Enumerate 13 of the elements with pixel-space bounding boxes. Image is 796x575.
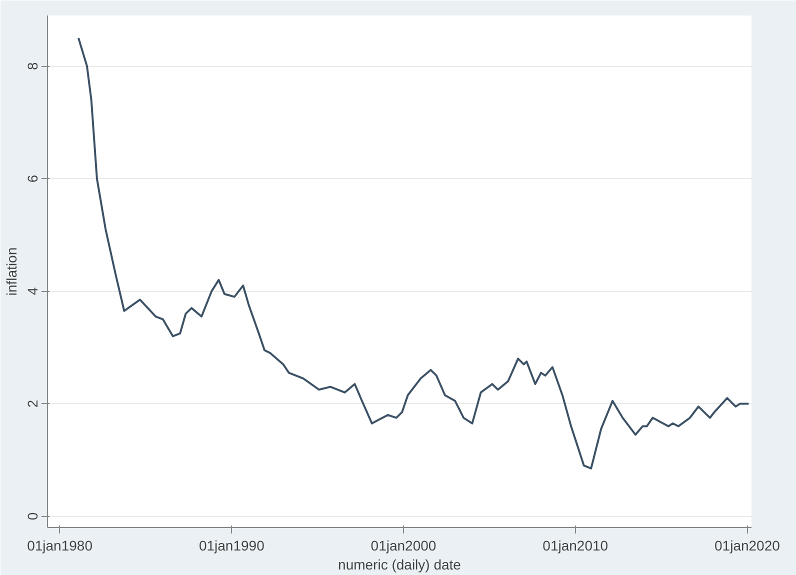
y-tick-label: 2: [24, 400, 40, 408]
y-tick-label: 6: [24, 174, 40, 183]
x-tick-label: 01jan1990: [198, 538, 265, 554]
y-tick-label: 8: [24, 62, 40, 70]
x-tick-label: 01jan2010: [542, 538, 608, 554]
x-tick-label: 01jan1980: [27, 538, 93, 554]
line-series: [77, 37, 750, 470]
x-axis-title: numeric (daily) date: [338, 556, 462, 572]
y-axis-title: inflation: [4, 247, 20, 296]
y-tick-label: 4: [24, 287, 40, 296]
x-tick-label: 01jan2020: [714, 538, 780, 554]
y-tick-label: 0: [24, 512, 40, 520]
x-tick-label: 01jan2000: [370, 538, 436, 554]
